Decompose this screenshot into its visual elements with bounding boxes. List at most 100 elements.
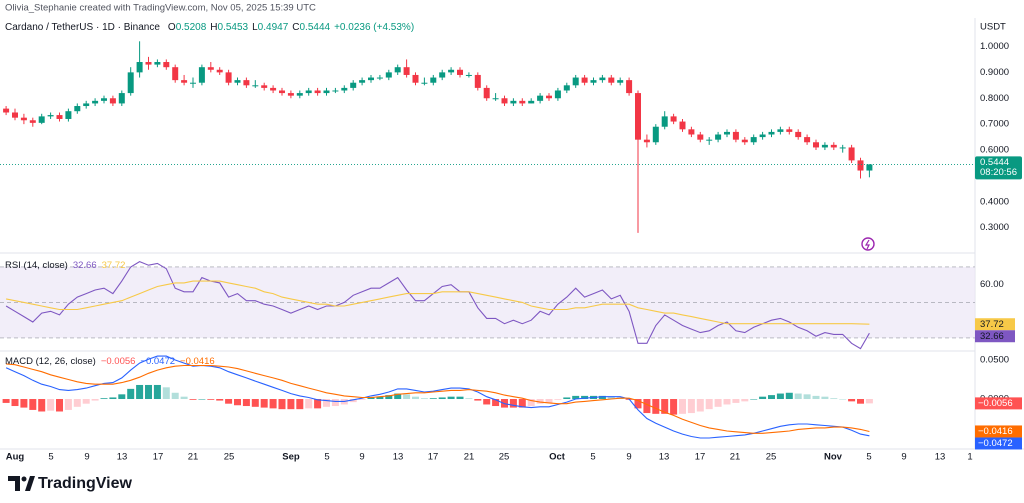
histogram-bar <box>563 397 571 400</box>
y-tick-label: 0.8000 <box>980 93 1009 104</box>
ohlc-value: 0.5444 <box>300 22 331 33</box>
histogram-bar <box>127 388 135 400</box>
candle-body <box>813 142 819 148</box>
x-tick-label: 9 <box>626 452 631 463</box>
histogram-bar <box>331 399 339 407</box>
histogram-bar <box>839 399 847 400</box>
x-tick-label: 17 <box>428 452 439 463</box>
candle-body <box>305 90 312 94</box>
histogram-bar <box>136 384 144 400</box>
x-tick-label: Oct <box>549 452 566 463</box>
candle-body <box>599 77 606 81</box>
histogram-bar <box>607 396 615 400</box>
y-tick-label: 0.7000 <box>980 119 1009 130</box>
candle-body <box>368 77 374 81</box>
candle-body <box>581 77 588 83</box>
x-tick-label: 5 <box>590 452 595 463</box>
x-tick-label: Aug <box>6 452 25 463</box>
histogram-bar <box>38 399 46 412</box>
histogram-bar <box>554 399 562 400</box>
indicator-line <box>6 363 870 434</box>
candle-body <box>74 106 81 112</box>
candle-body <box>38 116 45 123</box>
candle-body <box>252 85 259 87</box>
credit: Olivia_Stephanie created with TradingVie… <box>5 3 316 14</box>
histogram-bar <box>803 394 811 400</box>
histogram-bar <box>216 399 224 401</box>
last-price-box <box>975 156 1022 180</box>
value-label: −0.0416 <box>978 426 1013 437</box>
candle-body <box>385 72 392 78</box>
histogram-bar <box>2 399 10 403</box>
histogram-bar <box>73 399 81 407</box>
histogram-bar <box>830 398 838 400</box>
indicator-title: RSI (14, close) <box>5 260 68 271</box>
candle-body <box>439 72 446 78</box>
x-tick-label: 25 <box>766 452 777 463</box>
y-tick-label: 0.4000 <box>980 196 1009 207</box>
candle-body <box>190 82 196 84</box>
candle-body <box>56 115 63 119</box>
candle-body <box>92 100 99 104</box>
candle-body <box>821 144 828 148</box>
histogram-bar <box>20 399 28 408</box>
legend: RSI (14, close) 32.66 37.72 <box>5 260 125 271</box>
histogram-bar <box>714 399 722 407</box>
histogram-bar <box>242 399 250 407</box>
candle-body <box>528 100 535 104</box>
y-tick-label: 0.6000 <box>980 145 1009 156</box>
candle-body <box>759 134 766 138</box>
histogram-bar <box>741 399 749 402</box>
histogram-bar <box>865 399 873 404</box>
candle-body <box>688 129 695 135</box>
x-tick-label: Nov <box>824 452 843 463</box>
indicator-line <box>5 355 870 439</box>
candle-body <box>652 126 659 143</box>
x-tick-label: 25 <box>499 452 510 463</box>
histogram-bar <box>420 398 428 400</box>
candle-body <box>848 147 855 161</box>
value-label: −0.0472 <box>978 438 1013 449</box>
histogram-bar <box>598 395 606 400</box>
histogram-bar <box>91 399 99 401</box>
candle-body <box>554 90 561 99</box>
x-tick-label: 21 <box>464 452 475 463</box>
candle-body <box>225 72 232 83</box>
indicator-line <box>5 280 870 325</box>
histogram-bar <box>634 399 642 409</box>
candle-body <box>626 80 633 94</box>
histogram-bar <box>412 396 419 400</box>
candle-body <box>323 90 330 94</box>
last-price-label: 0.5444 <box>980 157 1009 168</box>
candle-body <box>261 85 268 88</box>
unit: USDT <box>980 22 1006 33</box>
candle-body <box>198 67 205 83</box>
histogram-bar <box>679 399 686 414</box>
histogram-bar <box>438 397 446 400</box>
histogram-bar <box>474 399 482 401</box>
histogram-bar <box>394 393 402 400</box>
histogram-bar <box>207 399 215 400</box>
candle-body <box>403 67 410 75</box>
candle-body <box>332 90 339 92</box>
histogram-bar <box>536 399 544 404</box>
candle-body <box>857 160 864 171</box>
histogram-bar <box>180 396 188 400</box>
histogram-bar <box>456 396 464 400</box>
candle-body <box>101 98 107 101</box>
candle-body <box>866 164 873 171</box>
histogram-bar <box>705 399 713 410</box>
candle-body <box>741 139 748 143</box>
candle-body <box>510 100 517 104</box>
histogram-bar <box>687 399 695 414</box>
candle-body <box>163 62 170 68</box>
histogram-bar <box>794 393 802 400</box>
candle-body <box>412 74 419 83</box>
ohlc-key: O <box>168 22 176 33</box>
value-label: 32.66 <box>980 331 1004 342</box>
ohlc-value: 0.5208 <box>176 22 207 33</box>
histogram-bar <box>314 399 322 409</box>
histogram-bar <box>403 394 411 400</box>
candle-body <box>243 80 250 86</box>
